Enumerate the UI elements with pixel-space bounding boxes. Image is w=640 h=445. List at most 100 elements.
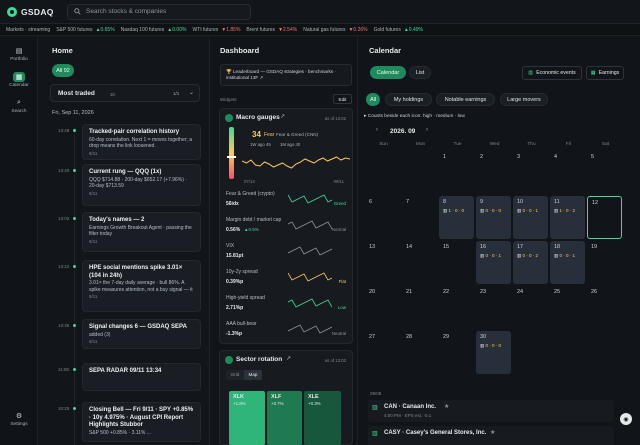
event-row[interactable]: ▥ CAN · Canaan Inc. ★ 4:00 PM · EPS est. -0…: [368, 400, 614, 422]
calendar-day[interactable]: 18 ▥ 0 · 0 · 1: [550, 241, 585, 284]
day-event-counts: ▥ 0 · 0 · 0: [480, 343, 501, 349]
calendar-day[interactable]: 8 ▥ 1 · 0 · 0: [439, 196, 474, 239]
calendar-day[interactable]: 1: [439, 151, 474, 194]
star-icon[interactable]: ★: [444, 404, 450, 410]
calendar-day[interactable]: 26: [587, 286, 622, 329]
calendar-day[interactable]: 7: [402, 196, 437, 239]
event-row[interactable]: ▥ CASY · Casey's General Stores, Inc. ★: [368, 426, 614, 445]
tab-grid[interactable]: Grid: [230, 372, 240, 377]
calendar-day[interactable]: 12: [587, 196, 622, 239]
calendar-day[interactable]: 6: [365, 196, 400, 239]
sector-tile[interactable]: XLF +0.7%: [267, 391, 302, 445]
feed-card[interactable]: SEPA RADAR 09/11 13:34: [82, 363, 201, 391]
calendar-day[interactable]: 13: [365, 241, 400, 284]
calendar-day[interactable]: 2: [476, 151, 511, 194]
assistant-avatar[interactable]: ◉: [620, 413, 632, 425]
external-link-icon[interactable]: ↗: [280, 114, 286, 120]
calendar-day[interactable]: 4: [550, 151, 585, 194]
day-number: 23: [480, 289, 487, 295]
rotation-tabs: Grid Map: [226, 370, 262, 380]
ticker-label: Brent futures: [246, 26, 276, 33]
calendar-day[interactable]: 30 ▥ 0 · 0 · 0: [476, 331, 511, 374]
sector-symbol: XLE: [308, 394, 319, 400]
ticker-item[interactable]: S&P 500 futures ▲0.65%: [56, 27, 114, 33]
leaderboard-banner[interactable]: 🏆 Leaderboard — GSDAQ strategies · bench…: [220, 64, 352, 86]
star-icon[interactable]: ★: [490, 430, 496, 436]
filter-all-chip[interactable]: All 92: [52, 64, 74, 77]
sector-tile[interactable]: XLK +1.8%: [229, 391, 265, 445]
search-input[interactable]: Search stocks & companies: [67, 3, 251, 20]
calendar-day[interactable]: 28: [402, 331, 437, 374]
event-name: CASY · Casey's General Stores, Inc.: [384, 430, 487, 436]
feed-card[interactable]: HPE social mentions spike 3.01× (104 in …: [82, 260, 201, 312]
calendar-column: Calendar Calendar List ▥ Economic events …: [358, 36, 640, 445]
tab-list[interactable]: List: [409, 66, 431, 79]
economic-events-button[interactable]: ▥ Economic events: [522, 66, 582, 80]
feed-card[interactable]: Tracked-pair correlation history 60-day c…: [82, 124, 201, 160]
calendar-day[interactable]: 17 ▥ 0 · 0 · 2: [513, 241, 548, 284]
nav-settings[interactable]: ⚙ Settings: [0, 408, 38, 430]
filter-all[interactable]: All: [366, 93, 380, 106]
gauge-name: Margin debt / market cap: [226, 217, 282, 223]
calendar-day[interactable]: 21: [402, 286, 437, 329]
tab-calendar[interactable]: Calendar: [370, 66, 406, 79]
prev-month-icon[interactable]: ‹: [376, 127, 378, 133]
calendar-day[interactable]: 10 ▥ 0 · 0 · 1: [513, 196, 548, 239]
calendar-day[interactable]: 20: [365, 286, 400, 329]
nav-search[interactable]: ⌕ Search: [0, 95, 38, 117]
filter-notable-earnings[interactable]: Notable earnings: [436, 93, 495, 106]
calendar-day[interactable]: 11 ▥ 1 · 0 · 2: [550, 196, 585, 239]
calendar-day[interactable]: 14: [402, 241, 437, 284]
nav-portfolio[interactable]: ▤ Portfolio: [0, 43, 38, 65]
portfolio-icon: ▤: [15, 48, 23, 55]
tab-map[interactable]: Map: [244, 370, 262, 380]
most-traded-header[interactable]: Most traded 30 1/1 ⌄: [50, 84, 200, 102]
next-month-icon[interactable]: ›: [426, 127, 428, 133]
brand[interactable]: GSDAQ: [7, 6, 59, 17]
ticker-item[interactable]: Nasdaq 100 futures ▲0.00%: [121, 27, 187, 33]
feed-card[interactable]: Current rung — QQQ (1x) QQQ $714.88 · 200…: [82, 164, 201, 206]
chevron-down-icon[interactable]: ⌄: [189, 90, 195, 96]
feed-dot: [73, 368, 76, 371]
calendar-day[interactable]: 22: [439, 286, 474, 329]
widgets-label: Widgets: [220, 97, 237, 102]
dashboard-title: Dashboard: [220, 46, 260, 55]
ticker-item[interactable]: Natural gas futures ▼0.26%: [303, 27, 367, 33]
ticker-item[interactable]: Brent futures ▼2.54%: [246, 27, 297, 33]
dashboard-column: Dashboard 🏆 Leaderboard — GSDAQ strategi…: [210, 36, 358, 445]
ticker-item[interactable]: WTI futures ▼1.85%: [192, 27, 240, 33]
event-counts: 0 · 0 · 1: [559, 253, 576, 258]
feed-time: 13:48: [58, 128, 70, 133]
feed-card[interactable]: Closing Bell — Fri 9/11 · SPY +0.85% · 1…: [82, 402, 201, 442]
calendar-day[interactable]: 5: [587, 151, 622, 194]
gauge-status: Low: [337, 305, 346, 310]
nav-calendar[interactable]: ▦ Calendar: [0, 69, 38, 91]
feed-title: Tracked-pair correlation history: [89, 129, 180, 135]
gauge-value: 56idx: [226, 201, 239, 207]
calendar-day[interactable]: 16 ▥ 0 · 0 · 1: [476, 241, 511, 284]
edit-button[interactable]: Edit: [333, 94, 352, 104]
calendar-day[interactable]: 15: [439, 241, 474, 284]
filter-my-holdings[interactable]: My holdings: [385, 93, 432, 106]
calendar-day[interactable]: 29: [439, 331, 474, 374]
filter-large-movers[interactable]: Large movers: [500, 93, 548, 106]
earnings-button[interactable]: ▦ Earnings: [586, 66, 624, 80]
ticker-item[interactable]: Gold futures ▲0.49%: [374, 27, 423, 33]
day-number: 4: [554, 154, 558, 160]
feed-card[interactable]: Today's names — 2 Earnings Growth Breakou…: [82, 212, 201, 252]
ticker-item[interactable]: Markets · streaming: [6, 27, 50, 33]
calendar-day[interactable]: 23: [476, 286, 511, 329]
sector-tile[interactable]: XLE +0.3%: [304, 391, 341, 445]
calendar-day[interactable]: 25: [550, 286, 585, 329]
day-number: 11: [554, 199, 560, 205]
calendar-day[interactable]: 19: [587, 241, 622, 284]
calendar-day[interactable]: 3: [513, 151, 548, 194]
calendar-day[interactable]: 24: [513, 286, 548, 329]
search-placeholder: Search stocks & companies: [86, 8, 167, 15]
calendar-day[interactable]: 27: [365, 331, 400, 374]
external-link-icon[interactable]: ↗: [286, 356, 292, 362]
event-sub: 4:00 PM · EPS est. -0.1: [384, 413, 432, 418]
home-title: Home: [52, 46, 73, 55]
calendar-day[interactable]: 9 ▥ 0 · 0 · 0: [476, 196, 511, 239]
feed-card[interactable]: Signal changes 6 — GSDAQ SEPA added (3) 9/…: [82, 319, 201, 349]
